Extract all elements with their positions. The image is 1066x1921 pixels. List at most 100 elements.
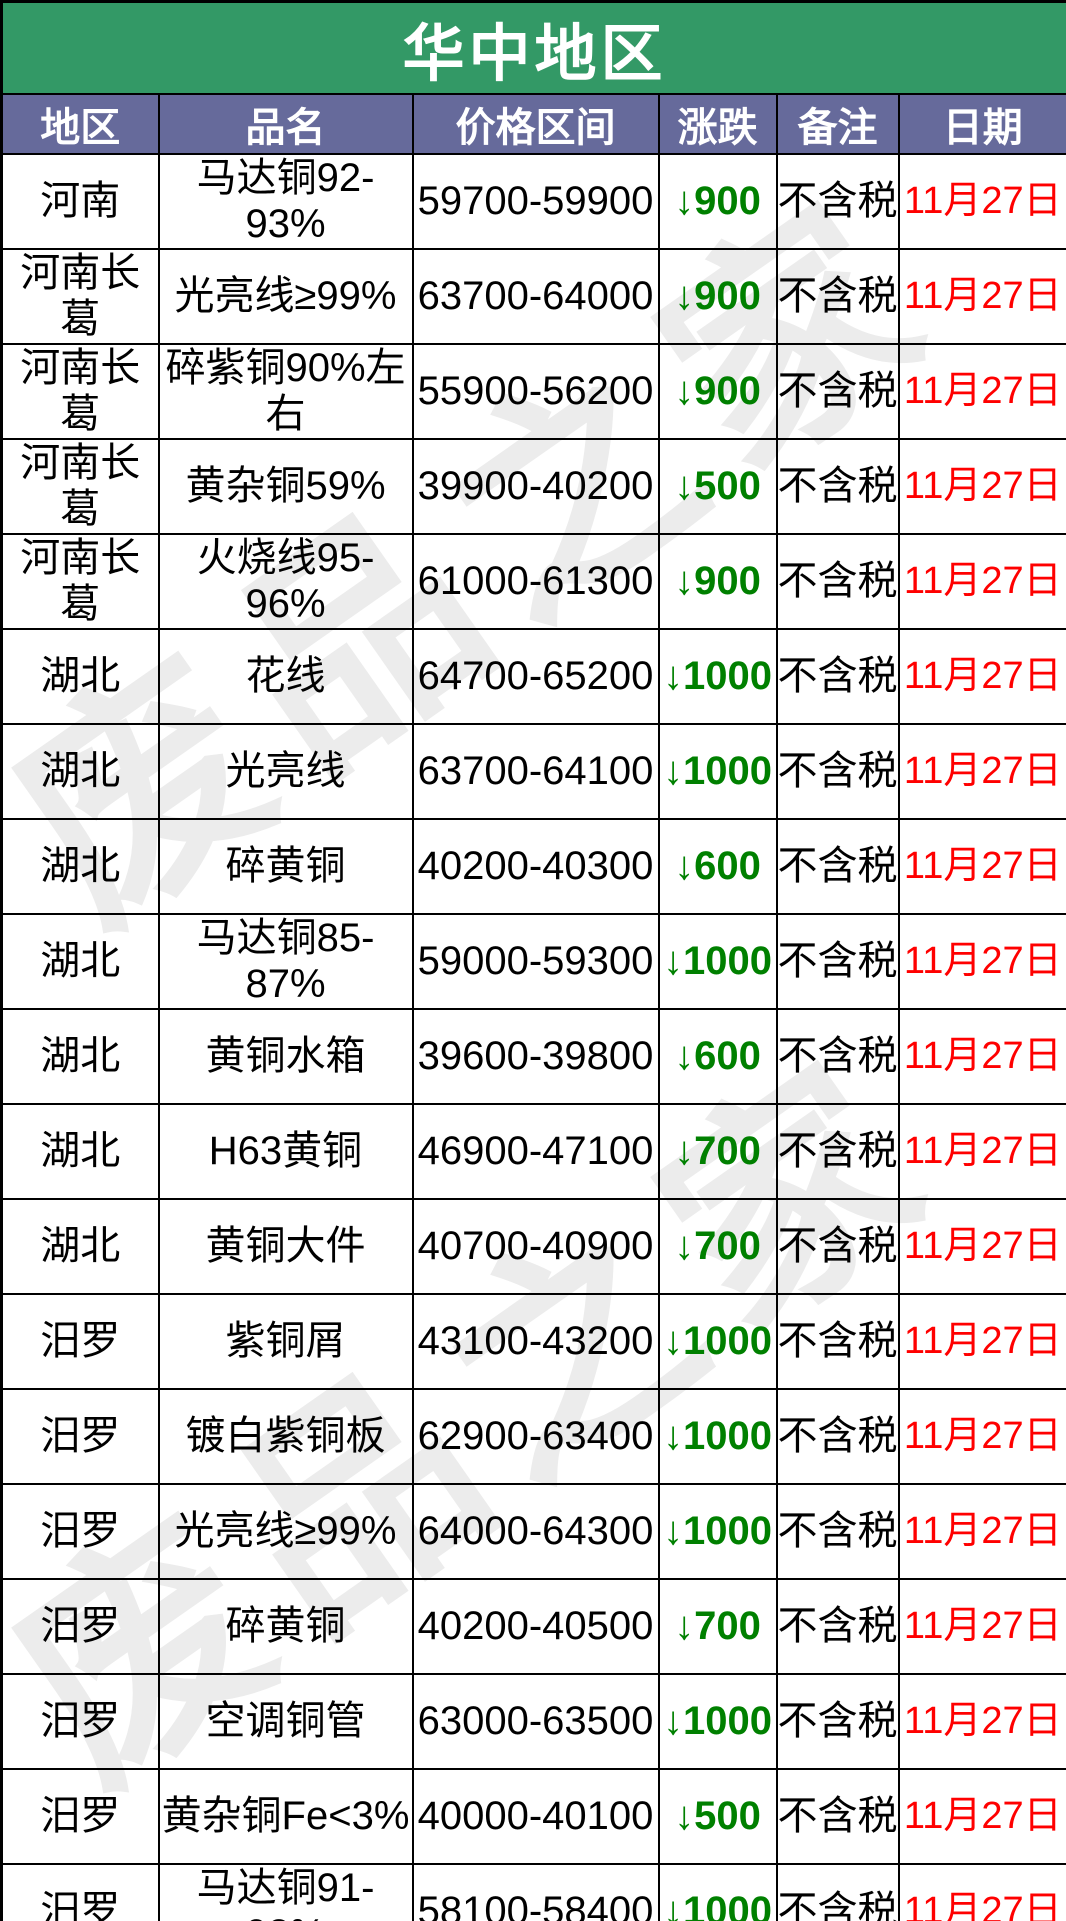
date-cell: 11月27日 <box>897 723 1066 820</box>
date-cell: 11月27日 <box>897 1008 1066 1105</box>
price-range-cell: 63700-64000 <box>411 248 660 345</box>
note-cell: 不含税 <box>775 818 900 915</box>
date-cell: 11月27日 <box>897 1103 1066 1200</box>
table-row: 汨罗 空调铜管 63000-63500 ↓1000 不含税 11月27日 <box>0 1673 1066 1770</box>
table-row: 湖北 碎黄铜 40200-40300 ↓600 不含税 11月27日 <box>0 818 1066 915</box>
region-cell: 湖北 <box>0 913 160 1010</box>
table-row: 湖北 光亮线 63700-64100 ↓1000 不含税 11月27日 <box>0 723 1066 820</box>
change-cell: ↓1000 <box>657 723 778 820</box>
region-cell: 汨罗 <box>0 1673 160 1770</box>
product-cell: H63黄铜 <box>157 1103 414 1200</box>
price-range-cell: 40200-40300 <box>411 818 660 915</box>
product-cell: 黄铜大件 <box>157 1198 414 1295</box>
note-cell: 不含税 <box>775 248 900 345</box>
date-cell: 11月27日 <box>897 438 1066 535</box>
product-cell: 碎紫铜90%左右 <box>157 343 414 440</box>
column-header-product: 品名 <box>157 93 414 155</box>
price-range-cell: 55900-56200 <box>411 343 660 440</box>
product-cell: 镀白紫铜板 <box>157 1388 414 1485</box>
table-row: 河南长葛 碎紫铜90%左右 55900-56200 ↓900 不含税 11月27… <box>0 343 1066 440</box>
region-cell: 湖北 <box>0 723 160 820</box>
note-cell: 不含税 <box>775 1388 900 1485</box>
change-cell: ↓1000 <box>657 1863 778 1921</box>
product-cell: 碎黄铜 <box>157 1578 414 1675</box>
table-row: 湖北 H63黄铜 46900-47100 ↓700 不含税 11月27日 <box>0 1103 1066 1200</box>
column-header-change: 涨跌 <box>657 93 778 155</box>
column-header-region: 地区 <box>0 93 160 155</box>
table-row: 河南长葛 黄杂铜59% 39900-40200 ↓500 不含税 11月27日 <box>0 438 1066 535</box>
change-cell: ↓600 <box>657 1008 778 1105</box>
table-row: 河南 马达铜92-93% 59700-59900 ↓900 不含税 11月27日 <box>0 153 1066 250</box>
table-row: 汨罗 碎黄铜 40200-40500 ↓700 不含税 11月27日 <box>0 1578 1066 1675</box>
table-row: 汨罗 黄杂铜Fe<3% 40000-40100 ↓500 不含税 11月27日 <box>0 1768 1066 1865</box>
region-cell: 河南 <box>0 153 160 250</box>
change-cell: ↓1000 <box>657 1293 778 1390</box>
product-cell: 黄铜水箱 <box>157 1008 414 1105</box>
region-cell: 汨罗 <box>0 1578 160 1675</box>
product-cell: 空调铜管 <box>157 1673 414 1770</box>
product-cell: 马达铜85-87% <box>157 913 414 1010</box>
price-range-cell: 40200-40500 <box>411 1578 660 1675</box>
table-row: 汨罗 镀白紫铜板 62900-63400 ↓1000 不含税 11月27日 <box>0 1388 1066 1485</box>
product-cell: 紫铜屑 <box>157 1293 414 1390</box>
date-cell: 11月27日 <box>897 153 1066 250</box>
note-cell: 不含税 <box>775 1008 900 1105</box>
region-cell: 汨罗 <box>0 1768 160 1865</box>
price-range-cell: 64000-64300 <box>411 1483 660 1580</box>
table-row: 河南长葛 火烧线95-96% 61000-61300 ↓900 不含税 11月2… <box>0 533 1066 630</box>
product-cell: 火烧线95-96% <box>157 533 414 630</box>
price-range-cell: 59700-59900 <box>411 153 660 250</box>
note-cell: 不含税 <box>775 1483 900 1580</box>
price-range-cell: 40000-40100 <box>411 1768 660 1865</box>
note-cell: 不含税 <box>775 628 900 725</box>
region-cell: 湖北 <box>0 1008 160 1105</box>
change-cell: ↓900 <box>657 248 778 345</box>
price-range-cell: 59000-59300 <box>411 913 660 1010</box>
region-cell: 湖北 <box>0 818 160 915</box>
change-cell: ↓1000 <box>657 1483 778 1580</box>
change-cell: ↓1000 <box>657 913 778 1010</box>
date-cell: 11月27日 <box>897 628 1066 725</box>
table-header-row: 地区 品名 价格区间 涨跌 备注 日期 <box>0 93 1066 155</box>
note-cell: 不含税 <box>775 438 900 535</box>
price-range-cell: 61000-61300 <box>411 533 660 630</box>
change-cell: ↓900 <box>657 533 778 630</box>
product-cell: 花线 <box>157 628 414 725</box>
date-cell: 11月27日 <box>897 533 1066 630</box>
note-cell: 不含税 <box>775 1673 900 1770</box>
price-range-cell: 58100-58400 <box>411 1863 660 1921</box>
price-range-cell: 46900-47100 <box>411 1103 660 1200</box>
change-cell: ↓900 <box>657 153 778 250</box>
note-cell: 不含税 <box>775 1103 900 1200</box>
change-cell: ↓1000 <box>657 1673 778 1770</box>
product-cell: 碎黄铜 <box>157 818 414 915</box>
price-range-cell: 64700-65200 <box>411 628 660 725</box>
product-cell: 黄杂铜59% <box>157 438 414 535</box>
price-range-cell: 40700-40900 <box>411 1198 660 1295</box>
region-cell: 河南长葛 <box>0 533 160 630</box>
date-cell: 11月27日 <box>897 818 1066 915</box>
change-cell: ↓700 <box>657 1578 778 1675</box>
change-cell: ↓600 <box>657 818 778 915</box>
date-cell: 11月27日 <box>897 1388 1066 1485</box>
table-row: 汨罗 光亮线≥99% 64000-64300 ↓1000 不含税 11月27日 <box>0 1483 1066 1580</box>
change-cell: ↓500 <box>657 438 778 535</box>
product-cell: 马达铜91-93% <box>157 1863 414 1921</box>
note-cell: 不含税 <box>775 1293 900 1390</box>
region-cell: 河南长葛 <box>0 248 160 345</box>
product-cell: 光亮线 <box>157 723 414 820</box>
product-cell: 光亮线≥99% <box>157 1483 414 1580</box>
page-title: 华中地区 <box>0 0 1066 95</box>
change-cell: ↓1000 <box>657 628 778 725</box>
date-cell: 11月27日 <box>897 343 1066 440</box>
note-cell: 不含税 <box>775 913 900 1010</box>
change-cell: ↓700 <box>657 1103 778 1200</box>
table-row: 河南长葛 光亮线≥99% 63700-64000 ↓900 不含税 11月27日 <box>0 248 1066 345</box>
table-row: 汨罗 马达铜91-93% 58100-58400 ↓1000 不含税 11月27… <box>0 1863 1066 1921</box>
region-cell: 河南长葛 <box>0 438 160 535</box>
date-cell: 11月27日 <box>897 913 1066 1010</box>
region-cell: 湖北 <box>0 1198 160 1295</box>
table-row: 湖北 花线 64700-65200 ↓1000 不含税 11月27日 <box>0 628 1066 725</box>
note-cell: 不含税 <box>775 723 900 820</box>
